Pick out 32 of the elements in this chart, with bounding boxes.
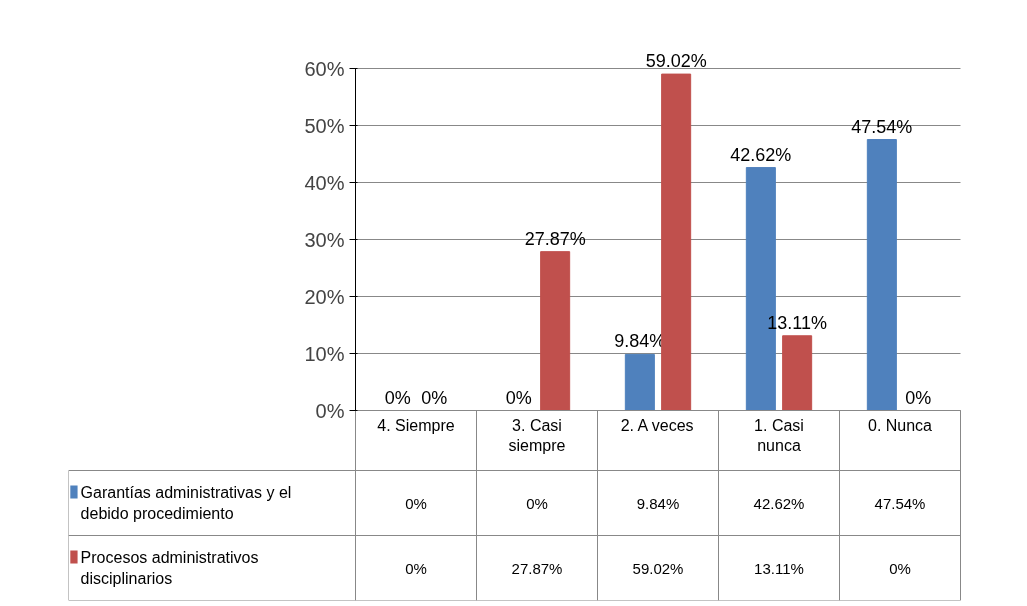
text: 0%: [905, 387, 932, 408]
y-tick-label: 20%: [304, 285, 345, 308]
text: 27.87%: [524, 228, 586, 249]
data-label: 0%: [405, 494, 427, 512]
text: 47.54%: [851, 116, 913, 137]
data-label: 9.84%: [636, 494, 680, 512]
data-label: 0%: [526, 494, 548, 512]
legend-label: Procesos administrativos disciplinarios: [80, 549, 259, 587]
y-tick-label: 0%: [315, 399, 345, 422]
text: 59.02%: [645, 51, 707, 72]
data-label: 13.11%: [754, 559, 804, 577]
data-label: 0%: [889, 559, 911, 577]
y-tick-label: 60%: [304, 57, 345, 80]
y-tick-label: 10%: [304, 342, 345, 365]
text: 0%: [384, 387, 411, 408]
y-tick-label: 30%: [304, 228, 345, 251]
text: 42.62%: [730, 144, 792, 165]
data-label: 47.54%: [874, 494, 926, 512]
x-tick-label: 0. Nunca: [867, 416, 933, 434]
y-tick-label: 50%: [304, 114, 345, 137]
x-tick-label: 2. A veces: [620, 416, 694, 434]
x-tick-label: 1. Casi nunca: [754, 416, 804, 454]
data-label: 27.87%: [511, 559, 563, 577]
text: 0%: [505, 387, 532, 408]
y-tick-label: 40%: [304, 171, 345, 194]
x-tick-label: 3. Casi siempre: [508, 416, 566, 454]
data-label: 42.62%: [753, 494, 805, 512]
text: 0%: [421, 387, 448, 408]
data-label: 59.02%: [632, 559, 684, 577]
legend-label: Garantías administrativas y el debido procedimiento: [80, 484, 292, 522]
data-label: 0%: [405, 559, 427, 577]
x-tick-label: 4. Siempre: [377, 416, 455, 434]
